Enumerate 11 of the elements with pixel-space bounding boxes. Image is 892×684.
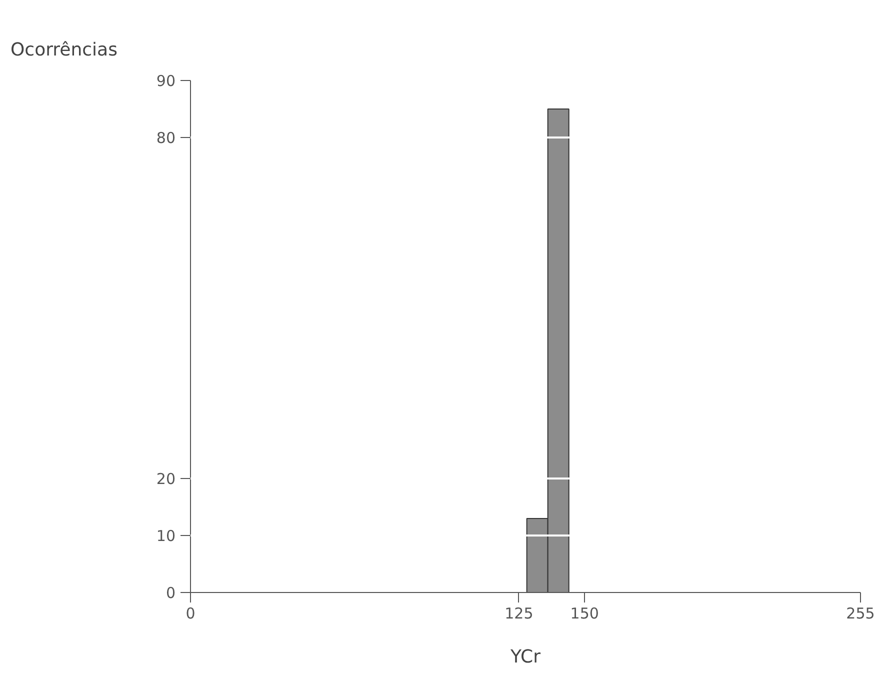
x-tick-label: 125 (504, 604, 534, 622)
y-tick-label: 20 (156, 470, 176, 488)
y-tick-label: 10 (156, 527, 176, 546)
x-tick-label: 150 (570, 604, 599, 622)
y-tick-label: 90 (156, 72, 176, 90)
x-tick-label: 255 (846, 604, 875, 622)
y-tick-label: 0 (166, 584, 176, 602)
y-axis-title: Ocorrências (10, 40, 118, 60)
x-tick-label: 0 (186, 604, 196, 622)
y-tick-label: 80 (156, 128, 176, 147)
x-axis-title: YCr (510, 646, 542, 668)
